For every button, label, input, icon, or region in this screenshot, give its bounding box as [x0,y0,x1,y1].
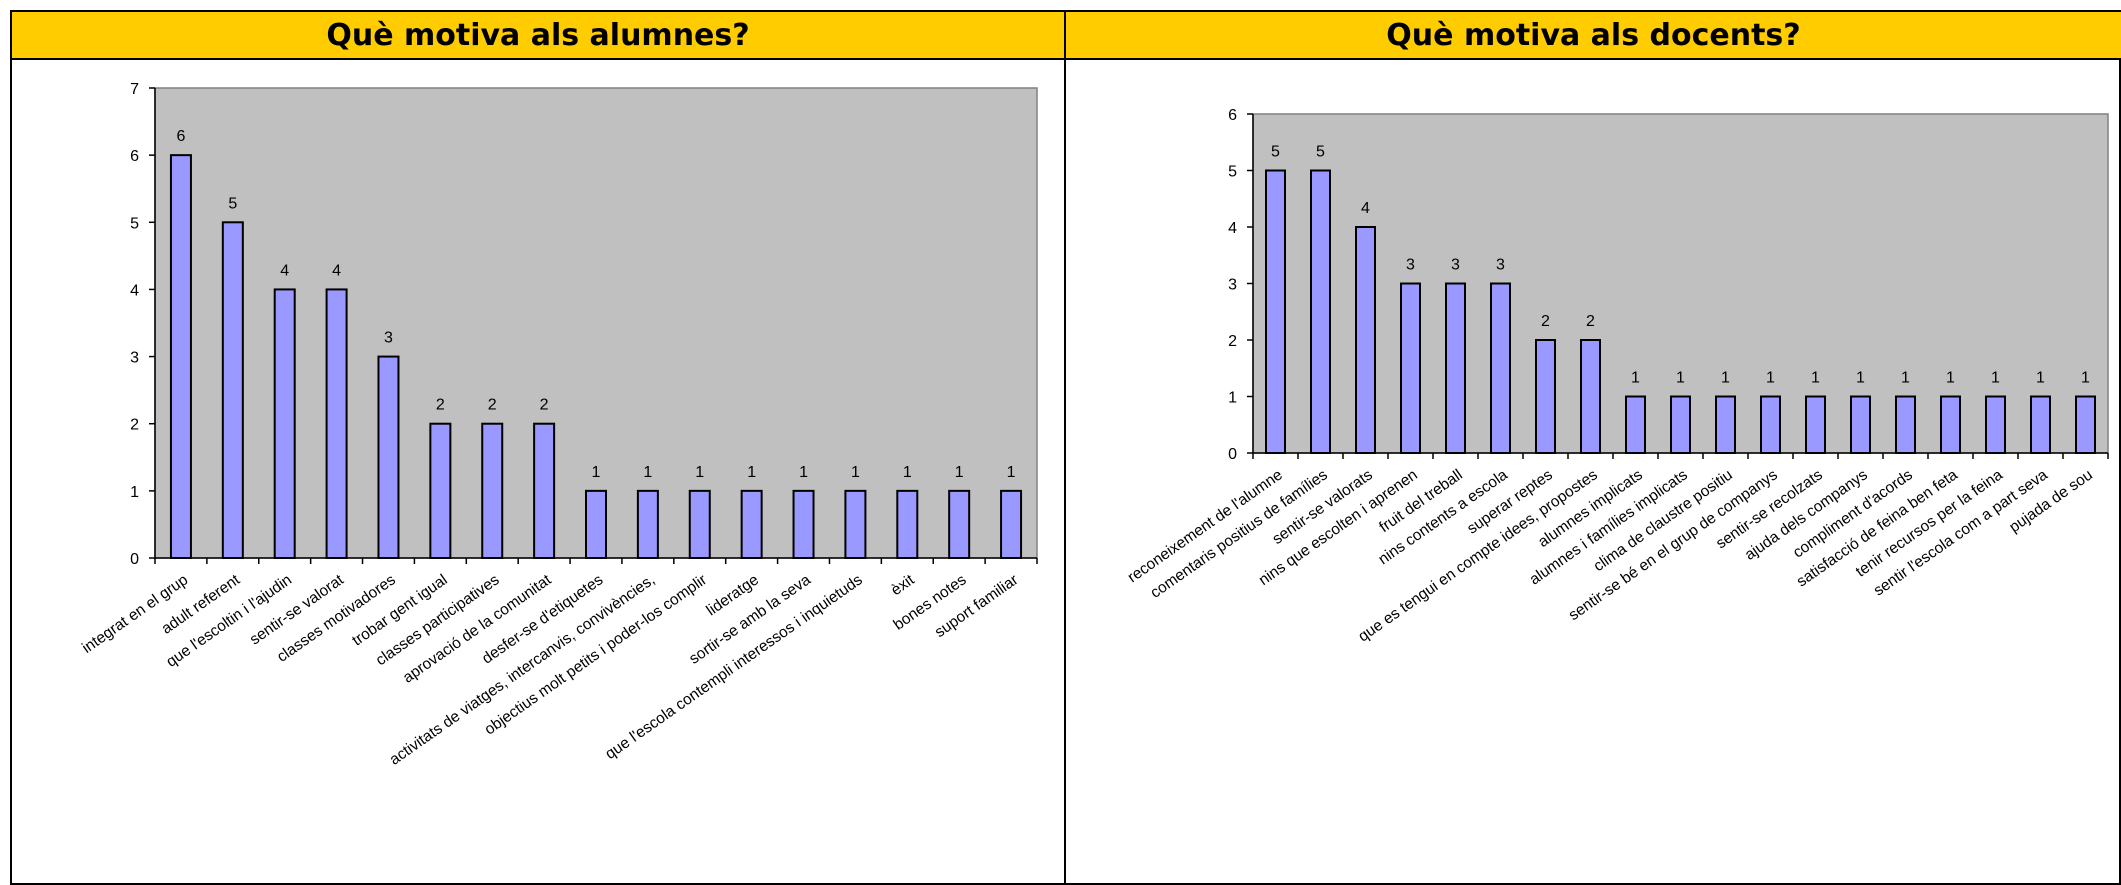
teachers-bar [1580,339,1601,454]
teachers-data-label: 5 [1271,144,1280,161]
teachers-data-label: 3 [1496,257,1505,274]
teachers-y-tick-label: 4 [1228,220,1237,237]
teachers-bar [2030,395,2051,454]
students-plot-area [154,87,1038,559]
teachers-data-label: 2 [1541,313,1550,330]
students-data-label: 1 [851,464,860,481]
column-divider [1064,12,1066,883]
teachers-data-label: 1 [2036,370,2045,387]
teachers-bar [1310,169,1331,454]
teachers-y-tick-label: 3 [1228,277,1237,294]
students-bar [377,355,400,560]
teachers-data-label: 3 [1406,257,1415,274]
students-data-label: 2 [488,397,497,414]
teachers-data-label: 1 [1991,370,2000,387]
students-bar [533,422,556,560]
teachers-bar [1400,282,1421,454]
students-bar [688,489,711,560]
students-bar [169,154,192,559]
teachers-data-label: 1 [1631,370,1640,387]
students-bar [636,489,659,560]
students-data-label: 6 [176,128,185,145]
teachers-bar [1355,226,1376,454]
students-data-label: 1 [903,464,912,481]
students-y-tick-label: 4 [130,282,139,299]
students-bar [740,489,763,560]
teachers-data-label: 1 [1811,370,1820,387]
students-data-label: 4 [332,262,341,279]
students-y-tick-label: 5 [130,215,139,232]
students-data-label: 1 [1007,464,1016,481]
students-bar [792,489,815,560]
students-y-tick-label: 2 [130,417,139,434]
teachers-y-tick-label: 5 [1228,164,1237,181]
students-data-label: 4 [280,262,289,279]
teachers-bar [1940,395,1961,454]
teachers-bar [1265,169,1286,454]
teachers-data-label: 1 [1946,370,1955,387]
students-y-tick-label: 6 [130,148,139,165]
students-data-label: 3 [384,330,393,347]
students-bar [325,288,348,559]
teachers-data-label: 1 [1766,370,1775,387]
students-category-label: èxit [888,571,918,599]
teachers-data-label: 1 [1676,370,1685,387]
students-data-label: 1 [592,464,601,481]
teachers-bar [1490,282,1511,454]
students-y-tick-label: 7 [130,81,139,98]
students-bar [585,489,607,560]
teachers-bar [2075,395,2096,454]
teachers-bar [1895,395,1916,454]
students-bar [481,422,504,560]
teachers-category-label: comentaris positius de famílies [1147,466,1331,602]
students-data-label: 1 [643,464,652,481]
teachers-data-label: 1 [1901,370,1910,387]
students-y-tick-label: 3 [130,350,139,367]
students-data-label: 1 [955,464,964,481]
students-bar [273,288,296,559]
students-data-label: 1 [695,464,704,481]
students-data-label: 1 [799,464,808,481]
students-y-tick-label: 1 [130,484,139,501]
teachers-data-label: 1 [1856,370,1865,387]
teachers-bar [1715,395,1736,454]
teachers-y-tick-label: 6 [1228,107,1237,124]
teachers-bar [1625,395,1646,454]
teachers-bar [1445,282,1466,454]
teachers-y-tick-label: 0 [1228,446,1237,463]
students-bar [1000,489,1023,560]
students-bar [896,489,919,560]
teachers-data-label: 3 [1451,257,1460,274]
teachers-bar [1850,395,1871,454]
comparison-table: Què motiva als alumnes? Què motiva als d… [10,10,2121,885]
teachers-bar [1535,339,1556,454]
students-data-label: 5 [228,195,237,212]
teachers-data-label: 4 [1361,200,1370,217]
teachers-data-label: 5 [1316,144,1325,161]
students-y-tick-label: 0 [130,551,139,568]
teachers-bar [1670,395,1691,454]
teachers-data-label: 1 [2081,370,2090,387]
students-bar [429,422,452,560]
teachers-bar [1985,395,2006,454]
left-panel-title: Què motiva als alumnes? [12,12,1064,60]
teachers-data-label: 1 [1721,370,1730,387]
teachers-bar [1805,395,1826,454]
teachers-y-tick-label: 2 [1228,333,1237,350]
teachers-bar [1760,395,1781,454]
students-data-label: 2 [436,397,445,414]
students-data-label: 1 [747,464,756,481]
students-data-label: 2 [540,397,549,414]
students-bar [948,489,971,560]
students-bar [844,489,867,560]
teachers-data-label: 2 [1586,313,1595,330]
right-panel-title: Què motiva als docents? [1066,12,2121,60]
teachers-y-tick-label: 1 [1228,390,1237,407]
students-bar [221,221,244,560]
